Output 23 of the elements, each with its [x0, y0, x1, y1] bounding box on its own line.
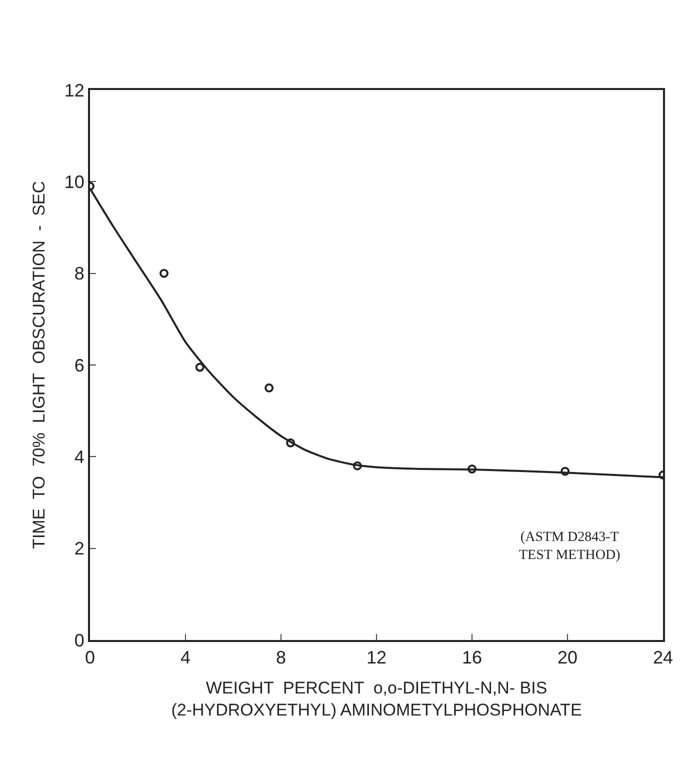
point	[352, 461, 362, 470]
y-tick-label: 4	[74, 446, 84, 467]
y-tick-label: 8	[74, 264, 84, 284]
x-tick-label: 24	[652, 648, 674, 668]
point	[195, 362, 204, 372]
x-tick-label: 12	[366, 648, 387, 668]
y-tick-label: 6	[74, 355, 84, 376]
point	[286, 438, 296, 448]
point	[560, 466, 570, 476]
x-tick-label: 20	[557, 648, 578, 668]
point	[468, 464, 476, 474]
x-tick-label: 8	[276, 648, 286, 668]
x-tick-label: 16	[462, 648, 482, 668]
y-axis-title: TIME TO 70% LIGHT OBSCURATION - SEC	[29, 180, 48, 550]
y-tick-label: 12	[64, 80, 84, 100]
x-axis-title: WEIGHT PERCENT o,o-DIETHYL-N,N- BIS (2-HYDROXYETHYL) AMINOMETYLPHOSPHONATE	[171, 678, 582, 720]
point	[264, 383, 274, 392]
y-tick-label: 0	[74, 630, 84, 650]
annotation: (ASTM D2843-T TEST METHOD)	[519, 530, 621, 564]
y-tick-label: 2	[74, 538, 84, 559]
point	[160, 268, 169, 278]
y-tick-label: 10	[64, 172, 84, 192]
x-tick-label: 4	[180, 648, 191, 668]
